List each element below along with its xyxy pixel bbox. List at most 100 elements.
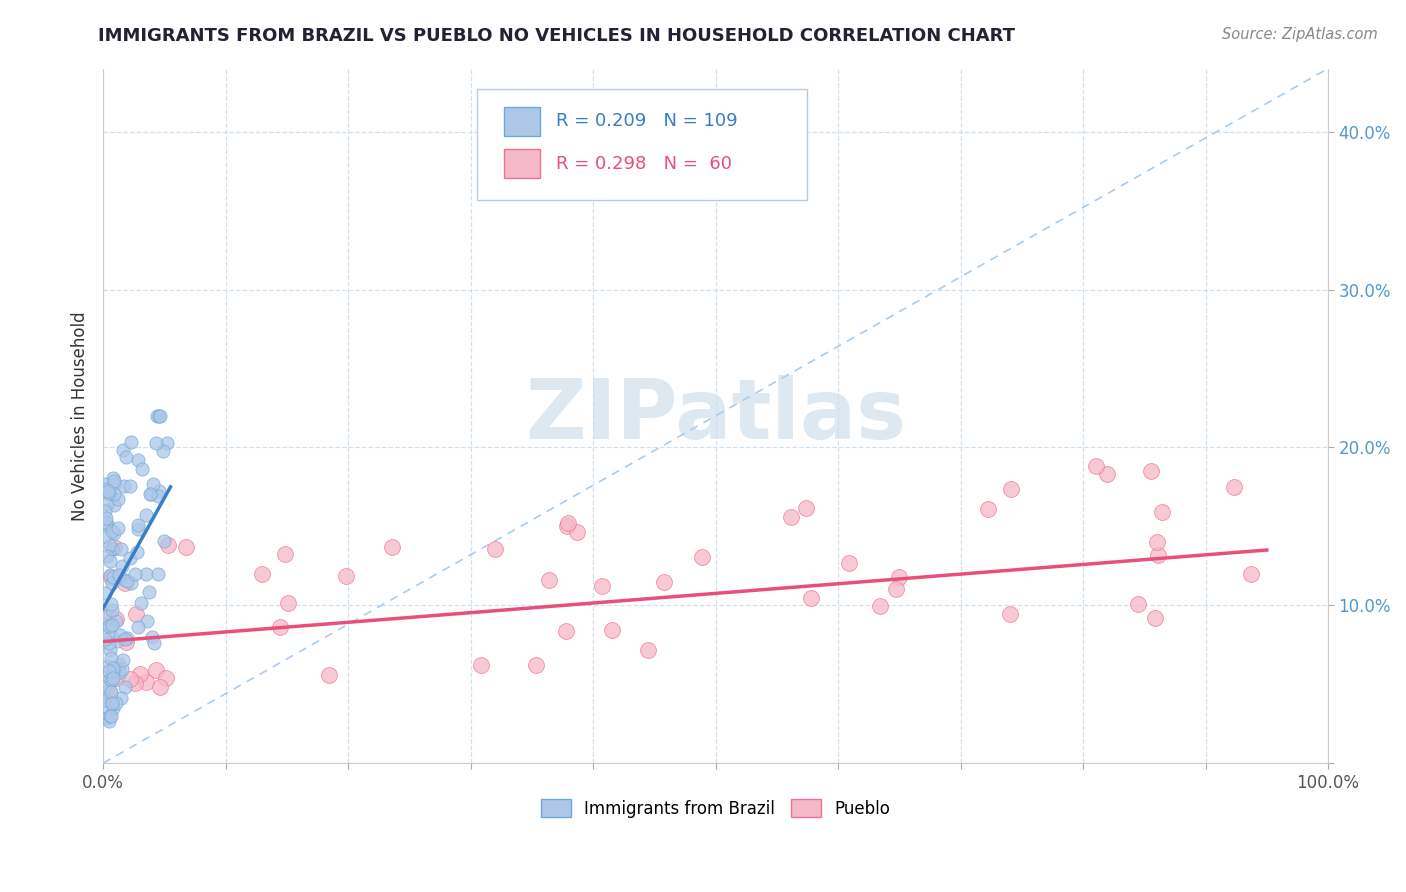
Point bbox=[103, 474, 125, 488]
Point bbox=[156, 538, 179, 552]
Point bbox=[98, 554, 121, 568]
Point bbox=[1152, 505, 1174, 519]
Point bbox=[101, 603, 124, 617]
Point bbox=[127, 522, 149, 536]
Point bbox=[108, 657, 131, 671]
Point bbox=[115, 574, 138, 589]
Text: R = 0.298   N =  60: R = 0.298 N = 60 bbox=[557, 154, 733, 173]
Point bbox=[105, 671, 128, 685]
Point bbox=[108, 567, 131, 582]
Point bbox=[101, 617, 124, 632]
Point bbox=[155, 672, 177, 686]
Point bbox=[138, 487, 160, 501]
Point bbox=[148, 484, 170, 499]
Point bbox=[884, 582, 907, 596]
Point bbox=[110, 691, 132, 706]
Point bbox=[152, 444, 174, 458]
Point bbox=[135, 675, 157, 690]
Point bbox=[98, 619, 121, 633]
Point bbox=[124, 676, 146, 690]
Point bbox=[141, 631, 163, 645]
Point bbox=[1143, 611, 1166, 625]
Point bbox=[120, 551, 142, 566]
Point bbox=[152, 534, 174, 549]
Point bbox=[104, 476, 127, 491]
Point bbox=[1000, 482, 1022, 496]
Point bbox=[794, 501, 817, 516]
Point bbox=[537, 574, 560, 588]
Point bbox=[381, 540, 404, 554]
Point bbox=[120, 576, 142, 591]
Point bbox=[94, 511, 117, 525]
Point bbox=[101, 542, 124, 557]
Point bbox=[149, 680, 172, 694]
Point bbox=[98, 538, 121, 552]
Point bbox=[600, 623, 623, 637]
Point bbox=[108, 665, 131, 680]
Point bbox=[93, 477, 115, 491]
Point bbox=[318, 668, 340, 682]
Point bbox=[111, 662, 134, 676]
Point bbox=[799, 591, 821, 606]
Point bbox=[1223, 480, 1246, 494]
Point bbox=[557, 516, 579, 530]
Point bbox=[100, 696, 122, 710]
FancyBboxPatch shape bbox=[503, 107, 540, 136]
Point bbox=[101, 570, 124, 584]
Point bbox=[103, 471, 125, 485]
Point bbox=[652, 575, 675, 590]
Point bbox=[97, 484, 120, 499]
Point bbox=[111, 558, 134, 573]
Point bbox=[1097, 467, 1119, 482]
Point bbox=[1084, 458, 1107, 473]
Text: IMMIGRANTS FROM BRAZIL VS PUEBLO NO VEHICLES IN HOUSEHOLD CORRELATION CHART: IMMIGRANTS FROM BRAZIL VS PUEBLO NO VEHI… bbox=[98, 27, 1015, 45]
Point bbox=[139, 487, 162, 501]
Point bbox=[94, 586, 117, 600]
Point bbox=[98, 643, 121, 657]
Point bbox=[115, 631, 138, 645]
Point bbox=[131, 462, 153, 476]
Point bbox=[135, 508, 157, 523]
Point bbox=[97, 685, 120, 699]
Point bbox=[136, 614, 159, 628]
Point bbox=[103, 541, 125, 555]
Legend: Immigrants from Brazil, Pueblo: Immigrants from Brazil, Pueblo bbox=[534, 793, 897, 824]
Point bbox=[98, 708, 121, 723]
Point bbox=[101, 701, 124, 715]
Text: ZIPatlas: ZIPatlas bbox=[524, 376, 905, 457]
Point bbox=[690, 550, 713, 565]
Point bbox=[96, 610, 118, 624]
Point bbox=[103, 498, 125, 512]
Point bbox=[94, 483, 117, 497]
Point bbox=[96, 549, 118, 563]
Point bbox=[97, 486, 120, 500]
Point bbox=[100, 709, 122, 723]
Point bbox=[128, 666, 150, 681]
Point bbox=[103, 526, 125, 541]
Point bbox=[96, 710, 118, 724]
Point bbox=[174, 540, 197, 554]
Point bbox=[100, 651, 122, 665]
Point bbox=[93, 529, 115, 543]
Point bbox=[100, 597, 122, 611]
Point bbox=[108, 628, 131, 642]
Point bbox=[335, 569, 357, 583]
Point bbox=[977, 502, 1000, 516]
Point bbox=[97, 701, 120, 715]
Point bbox=[112, 479, 135, 493]
FancyBboxPatch shape bbox=[503, 149, 540, 178]
Point bbox=[93, 616, 115, 631]
Point bbox=[156, 436, 179, 450]
Point bbox=[869, 599, 891, 613]
Point bbox=[104, 614, 127, 628]
Point bbox=[138, 585, 160, 599]
Point bbox=[101, 664, 124, 678]
Point bbox=[118, 672, 141, 686]
Point bbox=[524, 658, 547, 673]
Point bbox=[1128, 597, 1150, 611]
Point bbox=[148, 489, 170, 503]
Point bbox=[114, 573, 136, 587]
Point bbox=[97, 664, 120, 678]
Point bbox=[104, 612, 127, 626]
Point bbox=[148, 409, 170, 423]
